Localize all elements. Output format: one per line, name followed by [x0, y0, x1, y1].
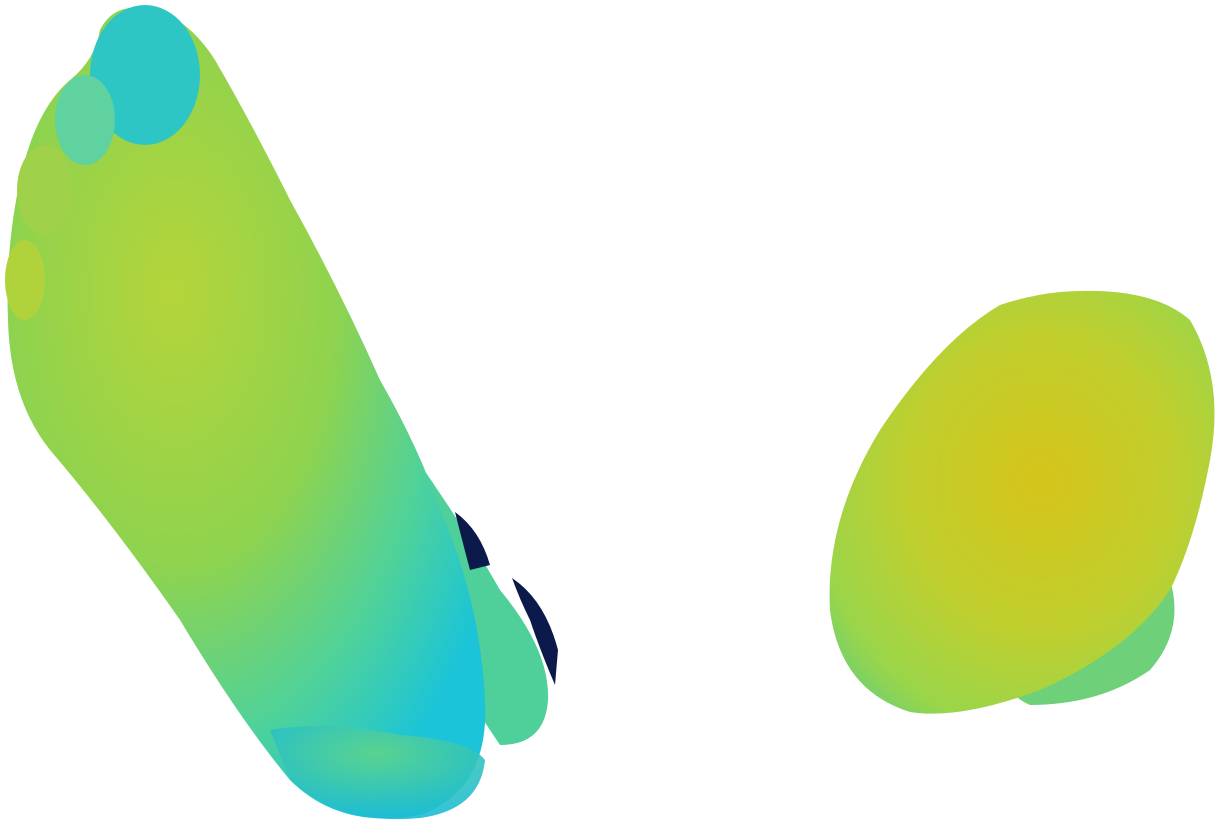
left-toe — [5, 240, 45, 320]
dark-patch — [455, 512, 490, 570]
left-heel — [270, 726, 485, 820]
left-toe — [55, 75, 115, 165]
left-foot-sole — [7, 7, 486, 819]
dark-patch — [512, 578, 558, 685]
left-toe — [17, 145, 73, 235]
right-foot — [829, 290, 1215, 714]
left-big-toe — [90, 5, 200, 145]
